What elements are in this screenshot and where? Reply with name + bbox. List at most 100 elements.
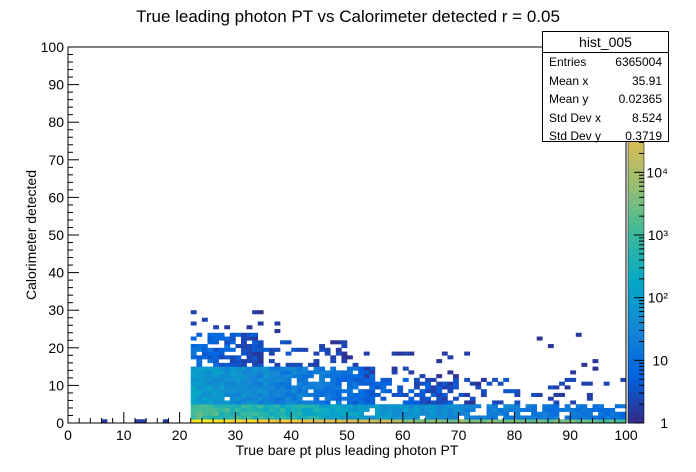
heatmap-cell (246, 404, 253, 409)
heatmap-cell (525, 407, 532, 413)
heatmap-cell (302, 389, 309, 394)
heatmap-cell (503, 419, 510, 424)
heatmap-cell (307, 374, 314, 379)
heatmap-cell (324, 411, 331, 416)
heatmap-cell (252, 355, 259, 360)
heatmap-cell (508, 419, 515, 424)
heatmap-cell (358, 370, 365, 375)
heatmap-cell (486, 381, 493, 386)
heatmap-cell (229, 362, 236, 367)
heatmap-cell (391, 407, 398, 413)
heatmap-cell (257, 359, 264, 364)
heatmap-cell (347, 377, 353, 382)
colorbar-step (628, 272, 644, 280)
heatmap-cell (201, 400, 208, 405)
stats-value: 0.02365 (618, 92, 662, 106)
heatmap-cell (280, 415, 286, 420)
heatmap-cell (257, 396, 264, 401)
heatmap-cell (363, 366, 370, 371)
heatmap-cell (319, 381, 325, 386)
heatmap-cell (330, 392, 337, 397)
x-tick-label: 30 (228, 427, 244, 443)
stats-row-entries: Entries 6365004 (543, 53, 668, 72)
heatmap-cell (413, 400, 420, 405)
heatmap-cell (229, 385, 236, 390)
heatmap-cell (252, 381, 259, 386)
heatmap-cell (614, 411, 621, 416)
heatmap-cell (397, 389, 404, 394)
heatmap-cell (229, 411, 236, 416)
heatmap-cell (486, 419, 493, 424)
heatmap-cell (324, 392, 331, 397)
heatmap-cell (335, 389, 342, 394)
x-tick-label: 10 (116, 427, 132, 443)
heatmap-cell (436, 359, 443, 364)
heatmap-cell (218, 370, 225, 375)
heatmap-cell (402, 419, 409, 424)
heatmap-cell (252, 392, 259, 397)
heatmap-cell (257, 377, 264, 382)
heatmap-cell (207, 355, 214, 360)
heatmap-cell (536, 415, 543, 420)
heatmap-cell (369, 400, 376, 405)
heatmap-cell (402, 404, 409, 409)
heatmap-cell (469, 400, 476, 405)
heatmap-cell (408, 404, 415, 409)
heatmap-cell (441, 381, 448, 386)
heatmap-cell (413, 411, 420, 416)
heatmap-cell (397, 411, 404, 416)
heatmap-cell (252, 370, 259, 375)
heatmap-cell (570, 415, 577, 420)
heatmap-cell (503, 407, 510, 413)
heatmap-cell (257, 347, 264, 352)
heatmap-cell (564, 415, 571, 420)
heatmap-cell (469, 419, 476, 424)
heatmap-cell (201, 407, 208, 413)
heatmap-cell (201, 366, 208, 371)
y-tick-label: 100 (41, 39, 65, 55)
heatmap-cell (347, 381, 353, 386)
heatmap-cell (296, 415, 303, 420)
heatmap-cell (324, 374, 331, 379)
heatmap-cell (246, 392, 253, 397)
heatmap-cell (302, 347, 309, 352)
heatmap-cell (447, 407, 454, 413)
heatmap-cell (330, 415, 337, 420)
heatmap-cell (358, 381, 365, 386)
heatmap-cell (207, 347, 214, 352)
heatmap-cell (285, 351, 292, 356)
colorbar-step (628, 341, 644, 349)
heatmap-cell (603, 415, 610, 420)
heatmap-cell (257, 389, 264, 394)
heatmap-cell (425, 381, 431, 386)
stats-box: hist_005 Entries 6365004 Mean x 35.91 Me… (542, 31, 669, 143)
heatmap-cell (581, 362, 588, 367)
heatmap-cell (207, 381, 214, 386)
heatmap-cell (547, 404, 554, 409)
heatmap-cell (475, 415, 482, 420)
heatmap-cell (302, 366, 309, 371)
heatmap-cell (246, 374, 253, 379)
heatmap-cell (341, 407, 348, 413)
heatmap-cell (447, 400, 454, 405)
heatmap-cell (190, 370, 197, 375)
heatmap-cell (581, 411, 588, 416)
heatmap-cell (341, 411, 348, 416)
heatmap-cell (358, 389, 365, 394)
heatmap-cell (564, 385, 571, 390)
heatmap-cell (324, 385, 331, 390)
heatmap-cell (285, 377, 292, 382)
heatmap-cell (402, 407, 409, 413)
heatmap-cell (453, 381, 459, 386)
heatmap-cell (296, 362, 303, 367)
heatmap-cell (313, 351, 320, 356)
heatmap-cell (352, 381, 359, 386)
heatmap-cell (358, 392, 365, 397)
heatmap-cell (190, 389, 197, 394)
heatmap-cell (196, 355, 203, 360)
heatmap-cell (458, 404, 465, 409)
heatmap-cell (503, 411, 510, 416)
heatmap-cell (280, 411, 286, 416)
heatmap-cell (313, 385, 320, 390)
heatmap-cell (201, 377, 208, 382)
